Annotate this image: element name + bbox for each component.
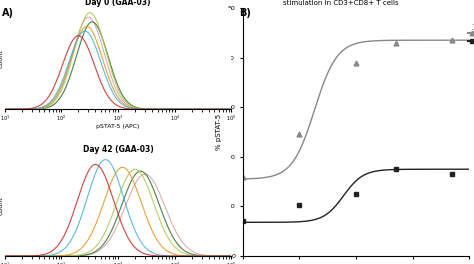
Legend: Day 42 (GAA-03)  −18.63, Day 0 (GAA-03)   −60.52: Day 42 (GAA-03) −18.63, Day 0 (GAA-03) −… xyxy=(468,23,474,44)
Y-axis label: Count: Count xyxy=(0,49,3,68)
Y-axis label: % pSTAT-5: % pSTAT-5 xyxy=(216,114,222,150)
Title: Day 42 (GAA-03): Day 42 (GAA-03) xyxy=(82,145,154,154)
Text: A): A) xyxy=(2,8,14,18)
Text: Dose Response Curves for IL-2
stimulation in CD3+CD8+ T cells: Dose Response Curves for IL-2 stimulatio… xyxy=(283,0,399,6)
Title: Day 0 (GAA-03): Day 0 (GAA-03) xyxy=(85,0,151,7)
Y-axis label: Count: Count xyxy=(0,196,3,215)
Text: B): B) xyxy=(239,8,251,18)
X-axis label: pSTAT-5 (APC): pSTAT-5 (APC) xyxy=(96,124,140,129)
